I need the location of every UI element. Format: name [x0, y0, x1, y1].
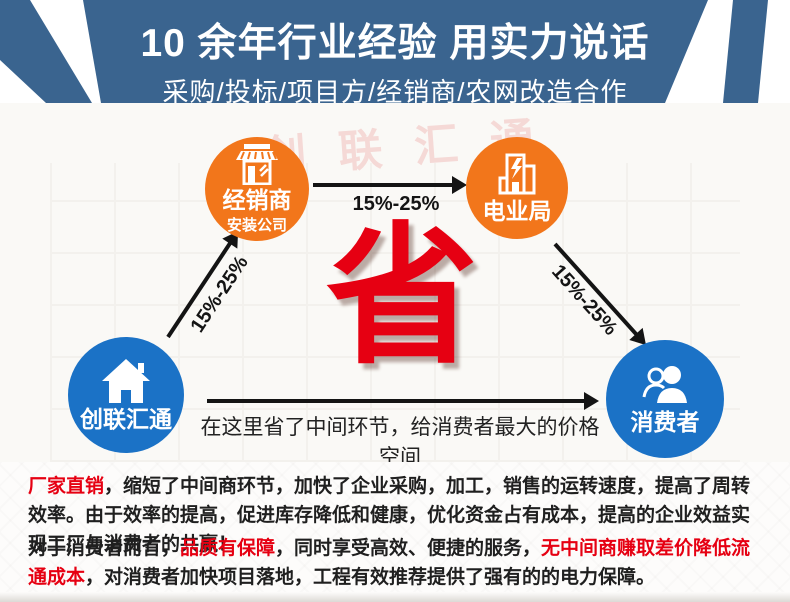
paragraph-factory-direct: 厂家直销，缩短了中间商环节，加快了企业采购，加工，销售的运转速度，提高了周转效率… [28, 472, 764, 559]
node-dealer-label: 经销商 [222, 186, 292, 213]
banner-text-block: 10 余年行业经验 用实力说话 采购/投标/项目方/经销商/农网改造合作 [0, 0, 790, 122]
banner-title: 10 余年行业经验 用实力说话 [140, 22, 650, 65]
paragraph1-body: ，缩短了中间商环节，加快了企业采购，加工，销售的运转速度，提高了周转效率。由于效… [28, 476, 751, 555]
banner-subtitle: 采购/投标/项目方/经销商/农网改造合作 [162, 77, 628, 107]
paragraph2-seg1: 对于消费者而言， [28, 538, 181, 559]
bottom-fade-strip [0, 592, 790, 602]
node-company-label: 创联汇通 [80, 406, 172, 433]
arrow-company-to-consumer [207, 399, 585, 403]
node-consumer: 消费者 [606, 340, 724, 458]
paragraph2-seg2: ，同时享受高效、便捷的服务， [275, 538, 542, 559]
node-power-bureau: 电业局 [466, 137, 568, 239]
supply-chain-diagram: 创联汇通 15%-25% 15%-25% 15%-25% 省 在这里省了中间环节… [0, 103, 790, 469]
house-icon [100, 358, 152, 404]
building-bolt-icon [494, 152, 540, 196]
paragraph2-highlight1: 品质有保障 [180, 538, 276, 559]
bottom-text-section: 厂家直销，缩短了中间商环节，加快了企业采购，加工，销售的运转速度，提高了周转效率… [0, 462, 790, 602]
node-company: 创联汇通 [68, 337, 184, 453]
paragraph1-highlight: 厂家直销 [28, 476, 105, 497]
people-icon [639, 363, 691, 407]
fence-pattern-background [0, 462, 790, 602]
node-power-label: 电业局 [482, 198, 552, 225]
banner-background [83, 0, 708, 103]
save-character: 省 [326, 212, 478, 382]
percent-label-top: 15%-25% [352, 193, 440, 215]
storefront-icon [233, 143, 281, 186]
node-dealer: 经销商 安装公司 [205, 137, 309, 241]
paragraph2-highlight2: 无中间商赚取差价降低流通成本 [28, 538, 751, 588]
paragraph2-seg3: ，对消费者加快项目落地，工程有效推荐提供了强有的的电力保障。 [85, 567, 656, 588]
node-consumer-label: 消费者 [630, 409, 700, 436]
node-dealer-sublabel: 安装公司 [226, 217, 287, 235]
top-banner: 10 余年行业经验 用实力说话 采购/投标/项目方/经销商/农网改造合作 [0, 0, 790, 122]
paragraph-consumer-benefit: 对于消费者而言，品质有保障，同时享受高效、便捷的服务，无中间商赚取差价降低流通成… [28, 534, 764, 592]
arrow-dealer-to-power [313, 183, 453, 187]
